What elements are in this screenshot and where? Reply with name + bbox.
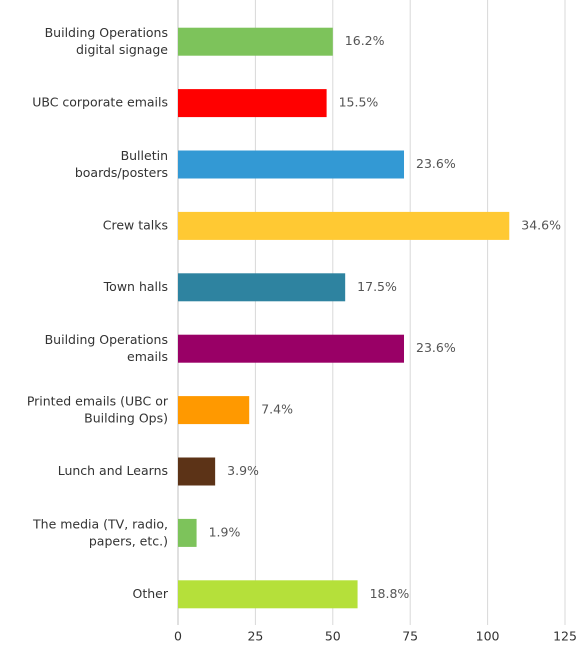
value-label: 15.5% bbox=[339, 95, 379, 110]
bar bbox=[178, 334, 405, 363]
value-label: 16.2% bbox=[345, 33, 385, 48]
value-label: 34.6% bbox=[521, 217, 561, 232]
x-tick-label: 0 bbox=[174, 629, 182, 644]
bar bbox=[178, 89, 327, 118]
x-tick-label: 75 bbox=[402, 629, 418, 644]
bar bbox=[178, 27, 333, 56]
bar bbox=[178, 518, 197, 547]
y-tick-label: Printed emails (UBC or Building Ops) bbox=[27, 393, 169, 425]
y-tick-label: Crew talks bbox=[103, 217, 168, 232]
bar bbox=[178, 396, 250, 425]
y-tick-label: Lunch and Learns bbox=[58, 463, 168, 478]
value-label: 3.9% bbox=[227, 463, 259, 478]
value-label: 1.9% bbox=[209, 524, 241, 539]
y-tick-label: Building Operations digital signage bbox=[45, 25, 169, 57]
value-label: 7.4% bbox=[261, 402, 293, 417]
y-tick-label: Building Operations emails bbox=[45, 332, 168, 364]
bar bbox=[178, 457, 216, 486]
y-tick-label: Bulletin boards/posters bbox=[75, 148, 168, 180]
value-label: 23.6% bbox=[416, 156, 456, 171]
bar bbox=[178, 580, 358, 609]
value-label: 23.6% bbox=[416, 340, 456, 355]
bar bbox=[178, 211, 510, 240]
x-tick-label: 100 bbox=[476, 629, 500, 644]
x-tick-label: 25 bbox=[247, 629, 263, 644]
bar bbox=[178, 150, 405, 179]
y-tick-label: Town halls bbox=[103, 279, 168, 294]
x-tick-label: 50 bbox=[325, 629, 341, 644]
x-tick-label: 125 bbox=[553, 629, 577, 644]
value-label: 18.8% bbox=[370, 586, 410, 601]
bar bbox=[178, 273, 346, 302]
y-tick-label: Other bbox=[133, 586, 169, 601]
y-tick-label: UBC corporate emails bbox=[32, 95, 168, 110]
y-tick-label: The media (TV, radio, papers, etc.) bbox=[32, 516, 168, 548]
value-label: 17.5% bbox=[357, 279, 397, 294]
